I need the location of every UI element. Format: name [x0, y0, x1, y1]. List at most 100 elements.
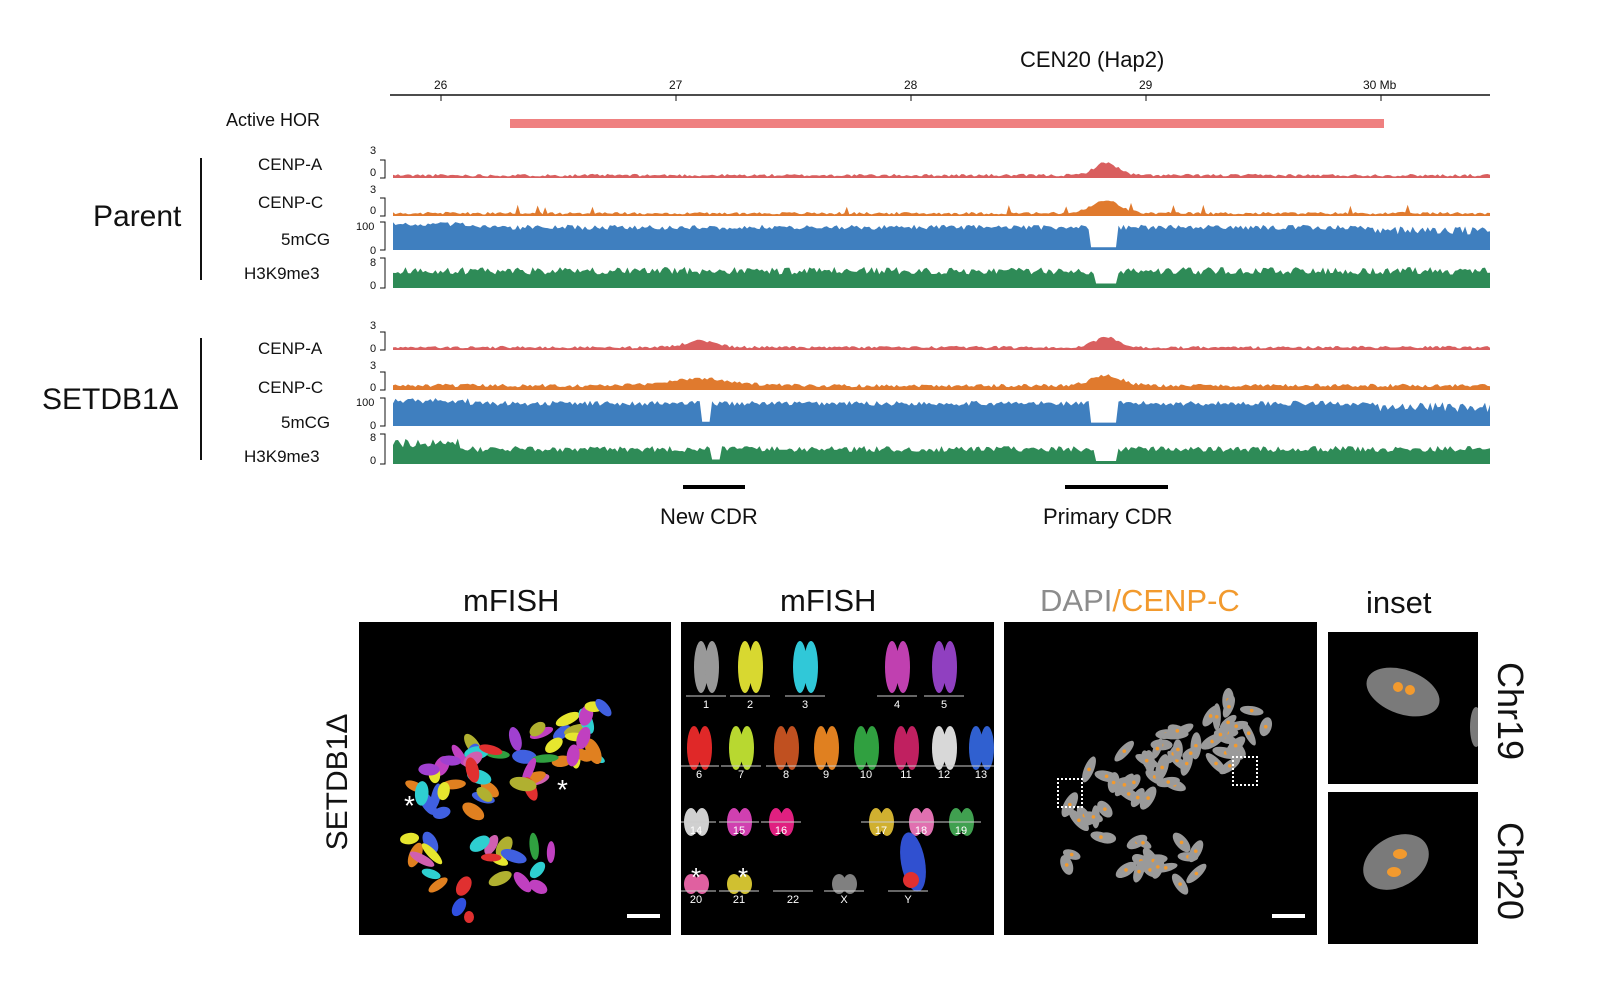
- cenpc-focus: [1126, 792, 1131, 796]
- cenpc-focus: [1405, 685, 1415, 695]
- karyotype-chromosome: [932, 641, 946, 693]
- setdb1-5mcg-track: [393, 398, 1490, 426]
- chromosome: [455, 876, 472, 896]
- cenpc-focus: [1124, 868, 1128, 872]
- karyotype-chromosome: [774, 726, 788, 770]
- cenpc-focus: [1194, 871, 1199, 876]
- cenpc-focus: [1393, 682, 1403, 692]
- group-bracket-parent: [200, 158, 202, 280]
- setdb1-cenpc-track: [393, 374, 1490, 390]
- karyotype-label: 12: [938, 769, 950, 781]
- track-scale-bracket: [380, 159, 386, 179]
- parent-cenpc-track: [393, 200, 1490, 216]
- cenpc-focus: [1228, 764, 1232, 768]
- asterisk-marker: *: [691, 862, 702, 892]
- active-hor-label: Active HOR: [226, 110, 321, 130]
- chromosome: [566, 744, 580, 767]
- karyotype-label: 19: [955, 825, 967, 837]
- cenpc-focus: [1141, 840, 1145, 845]
- inset-title: inset: [1366, 585, 1432, 620]
- karyotype-label: 5: [941, 699, 947, 711]
- karyotype-chromosome: [793, 641, 807, 693]
- setdb1-h3k9me3-track: [393, 438, 1490, 464]
- karyotype-label: 10: [860, 769, 872, 781]
- cenpc-focus: [1163, 865, 1168, 870]
- chromosome: [513, 871, 532, 893]
- dapi-cenpc-title: DAPI/CENP-C: [1040, 583, 1240, 619]
- karyotype-chromosome: [698, 726, 712, 770]
- chr20-label: Chr20: [1490, 821, 1531, 921]
- karyotype-chromosome: [727, 874, 741, 894]
- karyotype-chromosome: [932, 726, 946, 770]
- track-scale-bracket: [380, 221, 386, 251]
- cenpc-focus: [1193, 849, 1198, 853]
- axis-tick-label: 28: [904, 78, 918, 92]
- group-label-parent: Parent: [93, 200, 182, 233]
- inset-box-chr20: [1057, 778, 1083, 808]
- mfish-spread-panel: * *: [359, 622, 671, 935]
- karyotype-chromosome: [905, 726, 919, 770]
- chr20-chromosome: [1363, 834, 1429, 890]
- track-scale-bracket: [380, 371, 386, 391]
- chromosome: [432, 806, 451, 819]
- karyotype-label: 21: [733, 894, 745, 906]
- karyotype-label: 14: [690, 825, 702, 837]
- chromosome: [595, 698, 612, 717]
- chromosome: [529, 832, 539, 860]
- karyotype-chromosome: [738, 641, 752, 693]
- chromosome: [480, 853, 502, 862]
- chromosome: [488, 870, 512, 887]
- cenpc-focus: [1091, 815, 1096, 819]
- cenpc-focus: [1122, 783, 1127, 787]
- chromosome: [553, 725, 571, 741]
- karyotype-chromosome: [694, 641, 708, 693]
- setdb1-cenpa-track: [393, 336, 1490, 350]
- cenpc-focus: [1208, 714, 1213, 718]
- cenpc-focus: [1393, 849, 1407, 859]
- karyotype-chromosome: [705, 641, 719, 693]
- karyotype-chromosome: [943, 641, 957, 693]
- track-scale-bracket: [380, 257, 386, 289]
- karyotype-label: 15: [733, 825, 745, 837]
- cenpc-focus: [1166, 780, 1171, 784]
- chromosome: [480, 781, 499, 798]
- track-label: 5mCG: [281, 413, 331, 432]
- cenpc-focus: [1103, 807, 1107, 811]
- scale-min: 0: [370, 280, 377, 292]
- karyotype-chromosome: [943, 726, 957, 770]
- asterisk-marker: *: [557, 774, 568, 805]
- karyotype-label: 1: [703, 699, 709, 711]
- karyotype-chromosome: [854, 726, 868, 770]
- scale-max: 3: [370, 360, 377, 372]
- cenpc-focus: [1064, 863, 1069, 867]
- primary-cdr-bar: [1065, 485, 1168, 489]
- karyotype-chromosome: [814, 726, 828, 770]
- inset-chr19-panel: [1328, 632, 1478, 784]
- cenpc-focus: [1184, 761, 1189, 766]
- chromosome: [476, 786, 493, 802]
- track-label: CENP-A: [258, 339, 323, 358]
- inset-box-chr19: [1232, 756, 1258, 786]
- chromosome: [509, 776, 537, 792]
- track-label: CENP-C: [258, 193, 324, 212]
- cenpc-focus: [1226, 720, 1230, 725]
- chromosome: [508, 727, 522, 751]
- track-scale-bracket: [380, 433, 386, 465]
- scale-bar: [1272, 914, 1305, 918]
- cenpc-focus: [1175, 729, 1180, 733]
- track-label: 5mCG: [281, 230, 331, 249]
- karyotype-chromosome: [894, 726, 908, 770]
- track-label: H3K9me3: [244, 264, 320, 283]
- signal-tracks: [380, 159, 1490, 465]
- micro-row-label: SETDB1Δ: [321, 713, 354, 851]
- active-hor-bar: [510, 119, 1384, 128]
- mfish1-title: mFISH: [463, 583, 560, 618]
- parent-cenpa-track: [393, 162, 1490, 178]
- karyotype-chromosome: [885, 641, 899, 693]
- karyotype-chromosome: [832, 874, 846, 894]
- cenpc-focus: [1246, 731, 1251, 736]
- scale-min: 0: [370, 205, 377, 217]
- figure-title: CEN20 (Hap2): [1020, 47, 1165, 72]
- karyotype-chromosome: [903, 872, 919, 888]
